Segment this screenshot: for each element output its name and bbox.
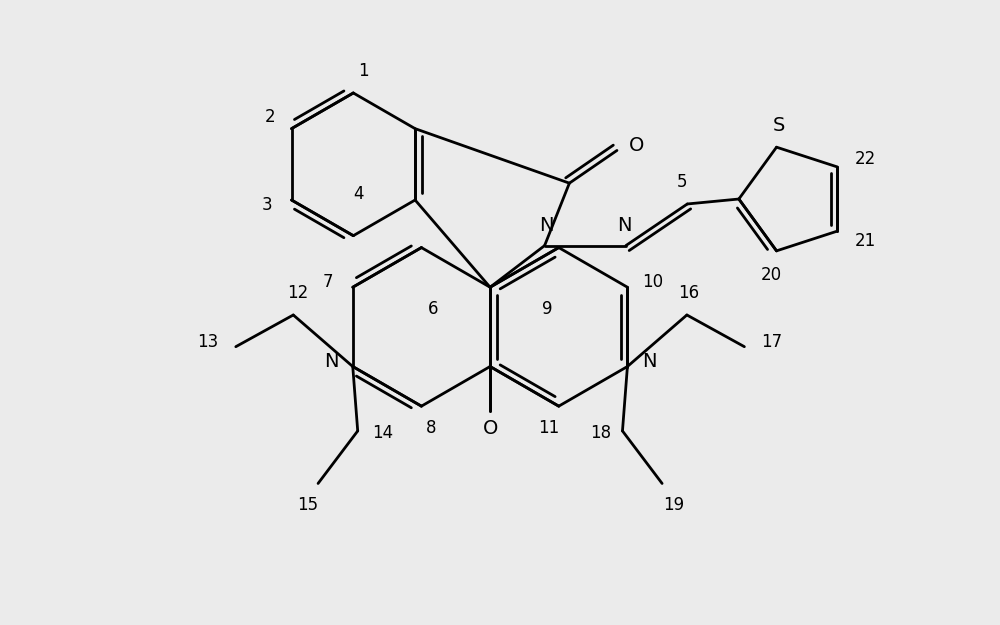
Text: 4: 4 (353, 185, 364, 203)
Text: 7: 7 (323, 273, 333, 291)
Text: 22: 22 (855, 150, 876, 168)
Text: 9: 9 (542, 300, 552, 318)
Text: N: N (642, 352, 656, 371)
Text: 20: 20 (761, 266, 782, 284)
Text: 12: 12 (288, 284, 309, 302)
Text: 16: 16 (678, 284, 699, 302)
Text: 1: 1 (358, 62, 369, 80)
Text: N: N (617, 216, 631, 235)
Text: 17: 17 (762, 332, 783, 351)
Text: N: N (539, 216, 554, 235)
Text: S: S (772, 116, 785, 135)
Text: O: O (482, 419, 498, 439)
Text: 19: 19 (663, 496, 685, 514)
Text: 13: 13 (197, 332, 219, 351)
Text: 10: 10 (642, 273, 663, 291)
Text: 8: 8 (426, 419, 437, 437)
Text: 6: 6 (428, 300, 439, 318)
Text: O: O (629, 136, 644, 155)
Text: 21: 21 (855, 232, 876, 250)
Text: 18: 18 (590, 424, 611, 442)
Text: N: N (324, 352, 338, 371)
Text: 14: 14 (372, 424, 393, 442)
Text: 3: 3 (261, 196, 272, 214)
Text: 2: 2 (264, 107, 275, 126)
Text: 11: 11 (538, 419, 559, 437)
Text: 15: 15 (298, 496, 319, 514)
Text: 5: 5 (677, 173, 688, 191)
